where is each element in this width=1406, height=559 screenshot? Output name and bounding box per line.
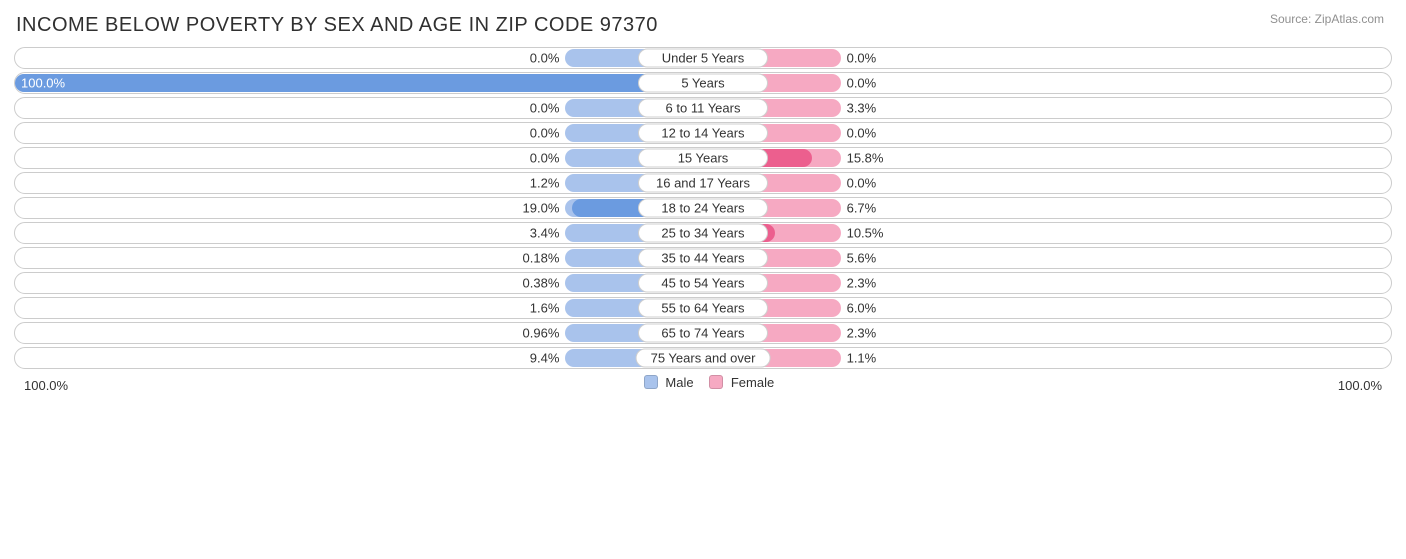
row-track: 1.2% 0.0% 16 and 17 Years <box>14 172 1392 194</box>
chart-row: 100.0% 0.0% 5 Years <box>14 72 1392 94</box>
chart-row: 0.38% 2.3% 45 to 54 Years <box>14 272 1392 294</box>
chart-row: 0.0% 15.8% 15 Years <box>14 147 1392 169</box>
chart-row: 0.96% 2.3% 65 to 74 Years <box>14 322 1392 344</box>
male-value-label: 0.0% <box>530 51 560 66</box>
chart-row: 9.4% 1.1% 75 Years and over <box>14 347 1392 369</box>
female-value-label: 0.0% <box>847 76 877 91</box>
legend-label-female: Female <box>731 375 774 390</box>
female-value-label: 0.0% <box>847 176 877 191</box>
male-value-label: 9.4% <box>530 351 560 366</box>
chart-title: INCOME BELOW POVERTY BY SEX AND AGE IN Z… <box>16 14 1392 37</box>
female-value-label: 5.6% <box>847 251 877 266</box>
category-label: 6 to 11 Years <box>638 99 768 118</box>
row-track: 3.4% 10.5% 25 to 34 Years <box>14 222 1392 244</box>
category-label: 12 to 14 Years <box>638 124 768 143</box>
row-track: 0.0% 0.0% 12 to 14 Years <box>14 122 1392 144</box>
female-value-label: 3.3% <box>847 101 877 116</box>
row-track: 0.0% 0.0% Under 5 Years <box>14 47 1392 69</box>
female-value-label: 10.5% <box>847 226 884 241</box>
male-value-label: 0.0% <box>530 151 560 166</box>
category-label: 35 to 44 Years <box>638 249 768 268</box>
male-value-label: 1.6% <box>530 301 560 316</box>
male-value-label: 100.0% <box>21 76 65 91</box>
legend-swatch-female <box>709 375 723 389</box>
male-value-label: 0.96% <box>523 326 560 341</box>
row-track: 0.96% 2.3% 65 to 74 Years <box>14 322 1392 344</box>
category-label: 75 Years and over <box>636 349 771 368</box>
row-track: 0.38% 2.3% 45 to 54 Years <box>14 272 1392 294</box>
axis-right-label: 100.0% <box>1338 378 1382 393</box>
chart-row: 19.0% 6.7% 18 to 24 Years <box>14 197 1392 219</box>
chart-row: 1.6% 6.0% 55 to 64 Years <box>14 297 1392 319</box>
row-track: 0.18% 5.6% 35 to 44 Years <box>14 247 1392 269</box>
male-value-label: 1.2% <box>530 176 560 191</box>
category-label: 25 to 34 Years <box>638 224 768 243</box>
category-label: 18 to 24 Years <box>638 199 768 218</box>
female-value-label: 6.7% <box>847 201 877 216</box>
row-track: 9.4% 1.1% 75 Years and over <box>14 347 1392 369</box>
male-value-label: 19.0% <box>523 201 560 216</box>
source-attribution: Source: ZipAtlas.com <box>1270 12 1384 26</box>
female-value-label: 0.0% <box>847 126 877 141</box>
female-value-label: 2.3% <box>847 276 877 291</box>
row-track: 19.0% 6.7% 18 to 24 Years <box>14 197 1392 219</box>
row-track: 0.0% 15.8% 15 Years <box>14 147 1392 169</box>
category-label: 45 to 54 Years <box>638 274 768 293</box>
legend-label-male: Male <box>665 375 693 390</box>
category-label: Under 5 Years <box>638 49 768 68</box>
row-track: 100.0% 0.0% 5 Years <box>14 72 1392 94</box>
category-label: 15 Years <box>638 149 768 168</box>
male-value-label: 0.0% <box>530 126 560 141</box>
legend: Male Female <box>14 375 1392 390</box>
chart-row: 3.4% 10.5% 25 to 34 Years <box>14 222 1392 244</box>
chart-row: 0.0% 0.0% 12 to 14 Years <box>14 122 1392 144</box>
male-value-label: 0.18% <box>523 251 560 266</box>
female-value-label: 1.1% <box>847 351 877 366</box>
chart-row: 0.0% 0.0% Under 5 Years <box>14 47 1392 69</box>
male-bar <box>15 74 703 92</box>
male-value-label: 0.0% <box>530 101 560 116</box>
row-track: 1.6% 6.0% 55 to 64 Years <box>14 297 1392 319</box>
axis-left-label: 100.0% <box>24 378 68 393</box>
category-label: 65 to 74 Years <box>638 324 768 343</box>
category-label: 5 Years <box>638 74 768 93</box>
male-value-label: 0.38% <box>523 276 560 291</box>
category-label: 16 and 17 Years <box>638 174 768 193</box>
chart-row: 0.0% 3.3% 6 to 11 Years <box>14 97 1392 119</box>
female-value-label: 6.0% <box>847 301 877 316</box>
legend-swatch-male <box>644 375 658 389</box>
mirrored-bar-chart: 0.0% 0.0% Under 5 Years 100.0% 0.0% 5 Years 0.… <box>14 47 1392 369</box>
female-value-label: 2.3% <box>847 326 877 341</box>
row-track: 0.0% 3.3% 6 to 11 Years <box>14 97 1392 119</box>
chart-row: 0.18% 5.6% 35 to 44 Years <box>14 247 1392 269</box>
female-value-label: 0.0% <box>847 51 877 66</box>
chart-row: 1.2% 0.0% 16 and 17 Years <box>14 172 1392 194</box>
category-label: 55 to 64 Years <box>638 299 768 318</box>
female-value-label: 15.8% <box>847 151 884 166</box>
male-value-label: 3.4% <box>530 226 560 241</box>
